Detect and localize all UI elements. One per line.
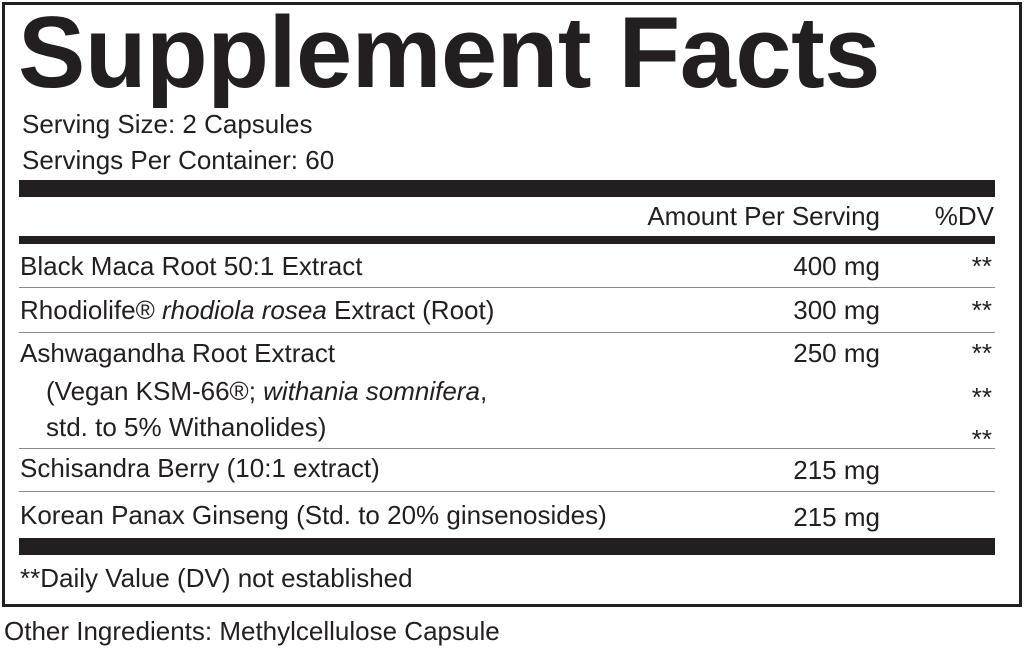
amount-header: Amount Per Serving bbox=[647, 201, 880, 231]
panel-title: Supplement Facts bbox=[18, 0, 880, 109]
ingredient-amount: 300 mg bbox=[793, 295, 880, 325]
ingredient-dv: ** bbox=[971, 382, 992, 412]
ingredient-detail: (Vegan KSM-66®; withania somnifera, bbox=[46, 376, 488, 406]
ingredient-name: Schisandra Berry (10:1 extract) bbox=[20, 453, 380, 483]
thick-divider bbox=[19, 180, 995, 197]
other-ingredients: Other Ingredients: Methylcellulose Capsu… bbox=[4, 616, 500, 646]
servings-per-container: Servings Per Container: 60 bbox=[22, 145, 335, 175]
dv-header: %DV bbox=[934, 201, 994, 231]
thick-divider bbox=[19, 538, 995, 555]
medium-divider bbox=[19, 236, 995, 244]
ingredient-detail: std. to 5% Withanolides) bbox=[46, 412, 327, 442]
row-divider bbox=[19, 491, 995, 492]
serving-size: Serving Size: 2 Capsules bbox=[22, 109, 313, 139]
ingredient-dv: ** bbox=[971, 424, 992, 454]
ingredient-dv: ** bbox=[971, 295, 992, 325]
ingredient-name: Rhodiolife® rhodiola rosea Extract (Root… bbox=[20, 295, 495, 325]
ingredient-name: Ashwagandha Root Extract bbox=[20, 338, 336, 368]
ingredient-amount: 215 mg bbox=[793, 455, 880, 485]
ingredient-dv: ** bbox=[971, 338, 992, 368]
ingredient-amount: 215 mg bbox=[793, 502, 880, 532]
row-divider bbox=[19, 332, 995, 333]
footnote: **Daily Value (DV) not established bbox=[20, 563, 413, 593]
ingredient-amount: 400 mg bbox=[793, 251, 880, 281]
ingredient-dv: ** bbox=[971, 251, 992, 281]
ingredient-amount: 250 mg bbox=[793, 338, 880, 368]
ingredient-name: Black Maca Root 50:1 Extract bbox=[20, 251, 363, 281]
supplement-facts-panel bbox=[2, 2, 1022, 607]
ingredient-name: Korean Panax Ginseng (Std. to 20% ginsen… bbox=[20, 500, 607, 530]
row-divider bbox=[19, 448, 995, 449]
row-divider bbox=[19, 287, 995, 288]
